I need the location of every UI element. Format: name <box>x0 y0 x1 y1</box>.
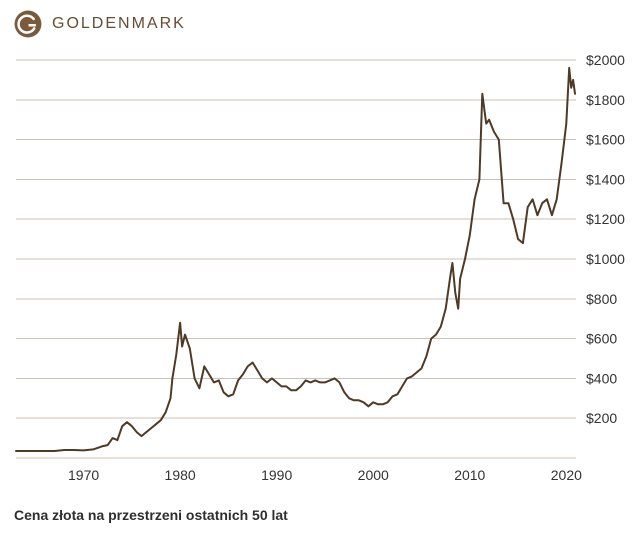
x-tick-label: 2010 <box>454 467 485 483</box>
x-tick-label: 2020 <box>551 467 582 483</box>
y-tick-label: $800 <box>586 291 617 307</box>
x-tick-label: 1980 <box>165 467 196 483</box>
y-tick-label: $2000 <box>586 52 625 68</box>
y-tick-label: $1800 <box>586 92 625 108</box>
y-tick-label: $1600 <box>586 132 625 148</box>
brand-name: GOLDENMARK <box>52 15 186 33</box>
y-tick-label: $1000 <box>586 251 625 267</box>
y-tick-label: $1200 <box>586 211 625 227</box>
brand-header: GOLDENMARK <box>14 10 186 38</box>
chart-caption: Cena złota na przestrzeni ostatnich 50 l… <box>14 507 288 523</box>
y-tick-label: $200 <box>586 410 617 426</box>
y-tick-label: $1400 <box>586 171 625 187</box>
x-tick-label: 1990 <box>261 467 292 483</box>
y-tick-label: $400 <box>586 370 617 386</box>
gold-price-chart: $200 $400 $600 $800 $1000 $1200 $1400 $1600 $180… <box>0 46 640 506</box>
goldenmark-logo-icon <box>14 10 42 38</box>
x-tick-label: 1970 <box>68 467 99 483</box>
x-tick-label: 2000 <box>358 467 389 483</box>
chart-svg: $200 $400 $600 $800 $1000 $1200 $1400 $1600 $180… <box>0 46 640 506</box>
y-tick-label: $600 <box>586 331 617 347</box>
